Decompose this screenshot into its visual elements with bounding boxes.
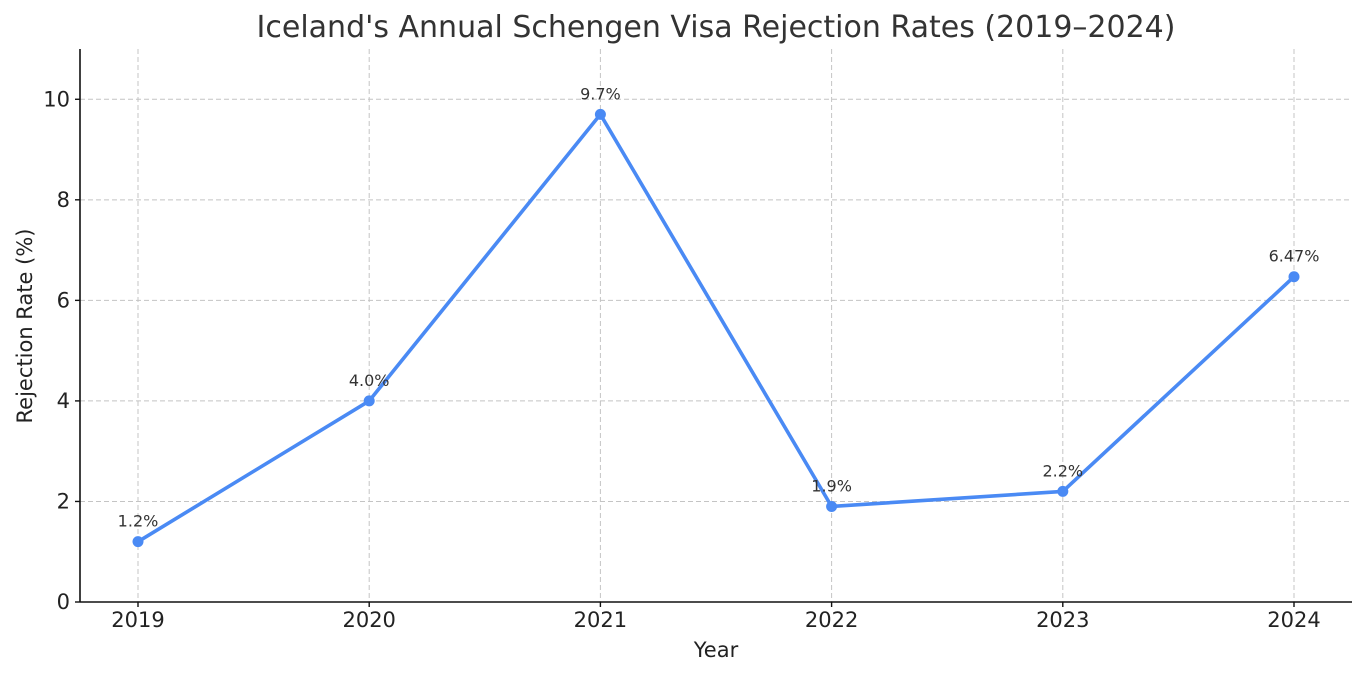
y-tick-label: 10: [43, 87, 70, 111]
y-tick-label: 4: [57, 389, 70, 413]
data-label: 4.0%: [349, 371, 390, 390]
data-point: [826, 500, 838, 512]
x-tick-label: 2024: [1267, 608, 1320, 632]
x-tick-label: 2020: [342, 608, 395, 632]
data-label: 6.47%: [1269, 247, 1320, 266]
y-tick-label: 8: [57, 188, 70, 212]
x-axis-label: Year: [693, 638, 739, 662]
y-axis-label: Rejection Rate (%): [13, 229, 37, 424]
y-tick-label: 6: [57, 288, 70, 312]
y-tick-label: 2: [57, 489, 70, 513]
data-label: 1.2%: [118, 512, 159, 531]
x-tick-label: 2019: [111, 608, 164, 632]
series-line: [136, 112, 1296, 544]
grid: [80, 49, 1352, 602]
data-label: 1.9%: [811, 476, 852, 495]
y-tick-label: 0: [57, 590, 70, 614]
x-tick-label: 2021: [574, 608, 627, 632]
tick-labels: 0 2 4 6 8 10 2019 2020 2021 2022 2023 2024: [43, 87, 1320, 632]
data-point: [363, 395, 375, 407]
data-label: 2.2%: [1042, 461, 1083, 480]
data-series: [132, 108, 1300, 548]
data-labels: 1.2% 4.0% 9.7% 1.9% 2.2% 6.47%: [118, 84, 1320, 530]
data-point: [1057, 485, 1069, 497]
data-point: [1288, 271, 1300, 283]
data-point: [132, 536, 144, 548]
x-tick-label: 2022: [805, 608, 858, 632]
data-point: [594, 108, 606, 120]
x-tick-label: 2023: [1036, 608, 1089, 632]
axes: [75, 49, 1352, 607]
chart-title: Iceland's Annual Schengen Visa Rejection…: [257, 10, 1176, 45]
data-label: 9.7%: [580, 84, 621, 103]
